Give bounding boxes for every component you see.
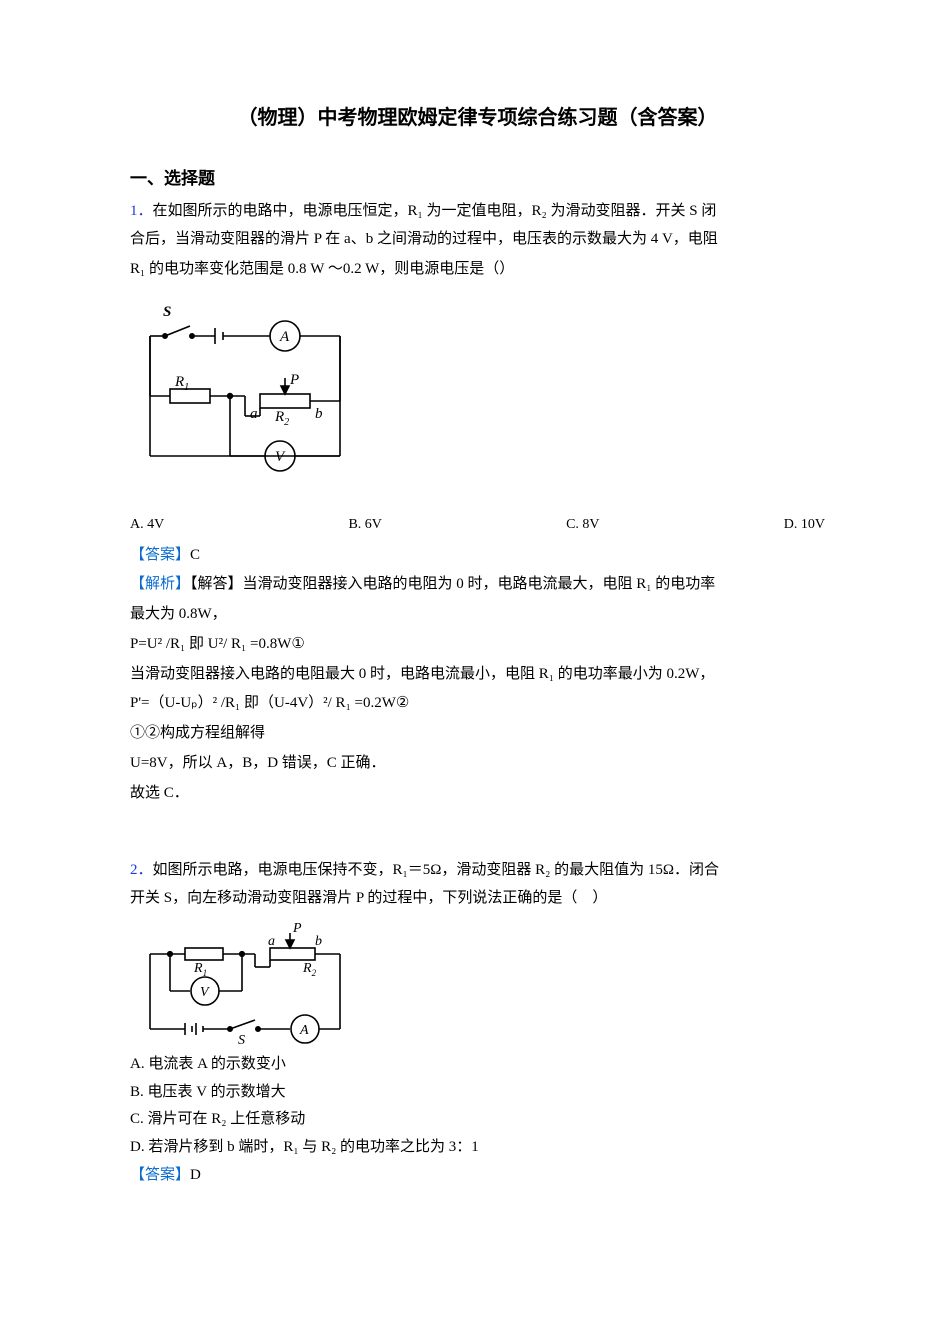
q1-A-label: A (279, 329, 290, 345)
q1-R1-label: R1 (174, 374, 189, 393)
q2-answer-val: D (190, 1167, 201, 1183)
q2-choices: A. 电流表 A 的示数变小 B. 电压表 V 的示数增大 C. 滑片可在 R₂… (130, 1051, 825, 1162)
q1-opt-a: A. 4V (130, 512, 164, 538)
q2-stem-l1: 如图所示电路，电源电压保持不变，R₁＝5Ω，滑动变阻器 R₂ 的最大阻值为 15… (153, 862, 720, 878)
q1-exp-l1: 【解析】【解答】当滑动变阻器接入电路的电阻为 0 时，电路电流最大，电阻 R₁ … (130, 571, 825, 599)
q1-stem-l2: 合后，当滑动变阻器的滑片 P 在 a、b 之间滑动的过程中，电压表的示数最大为 … (130, 226, 825, 254)
q1-R2-label: R2 (274, 409, 289, 428)
q1-exp-l4: 当滑动变阻器接入电路的电阻最大 0 时，电路电流最小，电阻 R₁ 的电功率最小为… (130, 661, 825, 689)
doc-title: （物理）中考物理欧姆定律专项综合练习题（含答案） (130, 100, 825, 137)
q1-b-label: b (315, 406, 323, 422)
q1-P-label: P (289, 372, 299, 388)
q1-exp-l5: P'=（U-Uₚ）² /R₁ 即（U-4V）²/ R₁ =0.2W② (130, 690, 825, 718)
q1-opt-d: D. 10V (784, 512, 825, 538)
q1-a-label: a (250, 406, 258, 422)
q2-R2-label: R2 (302, 961, 317, 978)
q1-exp-l3: P=U² /R₁ 即 U²/ R₁ =0.8W① (130, 631, 825, 659)
q1-choices: A. 4V B. 6V C. 8V D. 10V (130, 512, 825, 538)
q2-opt-d: D. 若滑片移到 b 端时，R₁ 与 R₂ 的电功率之比为 3：1 (130, 1134, 825, 1162)
q1-stem-l3: R₁ 的电功率变化范围是 0.8 W ～0.2 W，则电源电压是（） (130, 256, 825, 284)
q1-number: 1． (130, 203, 153, 219)
q2-answer-line: 【答案】D (130, 1162, 825, 1190)
q1-opt-c: C. 8V (566, 512, 599, 538)
q2-answer-label: 【答案】 (130, 1167, 190, 1183)
q1-exp-l8: 故选 C． (130, 780, 825, 808)
q2-opt-c: C. 滑片可在 R₂ 上任意移动 (130, 1106, 825, 1134)
q1-exp-l6: ①②构成方程组解得 (130, 720, 825, 748)
q1-circuit-diagram: S A V R1 P a R2 b (130, 286, 825, 486)
q2-S-label: S (238, 1033, 245, 1048)
q2-opt-a: A. 电流表 A 的示数变小 (130, 1051, 825, 1079)
q2-P-label: P (292, 921, 302, 936)
q1-opt-b: B. 6V (348, 512, 381, 538)
q2-A-label: A (299, 1023, 309, 1038)
q2-stem-l2: 开关 S，向左移动滑动变阻器滑片 P 的过程中，下列说法正确的是（ ） (130, 885, 825, 913)
q1-exp-l2: 最大为 0.8W， (130, 601, 825, 629)
q2-R1-label: R1 (193, 961, 207, 978)
q2-opt-b: B. 电压表 V 的示数增大 (130, 1079, 825, 1107)
q1-stem-l1: 在如图所示的电路中，电源电压恒定，R₁ 为一定值电阻，R₂ 为滑动变阻器．开关 … (153, 203, 717, 219)
q1-answer-label: 【答案】 (130, 547, 190, 563)
q1-answer-val: C (190, 547, 200, 563)
page: （物理）中考物理欧姆定律专项综合练习题（含答案） 一、选择题 1．在如图所示的电… (0, 0, 945, 1337)
q1-answer-line: 【答案】C (130, 542, 825, 570)
q1-exp-l7: U=8V，所以 A，B，D 错误，C 正确． (130, 750, 825, 778)
q2-stem: 2．如图所示电路，电源电压保持不变，R₁＝5Ω，滑动变阻器 R₂ 的最大阻值为 … (130, 857, 825, 913)
q2-circuit-diagram: R1 R2 V A S P a b (130, 919, 825, 1049)
q1-stem: 1．在如图所示的电路中，电源电压恒定，R₁ 为一定值电阻，R₂ 为滑动变阻器．开… (130, 198, 825, 283)
section-heading: 一、选择题 (130, 163, 825, 194)
q2-b-label: b (315, 934, 322, 949)
q2-a-label: a (268, 934, 275, 949)
q1-S-label: S (163, 304, 171, 320)
q2-V-label: V (200, 985, 210, 1000)
q1-V-label: V (275, 449, 286, 465)
q2-number: 2． (130, 862, 153, 878)
